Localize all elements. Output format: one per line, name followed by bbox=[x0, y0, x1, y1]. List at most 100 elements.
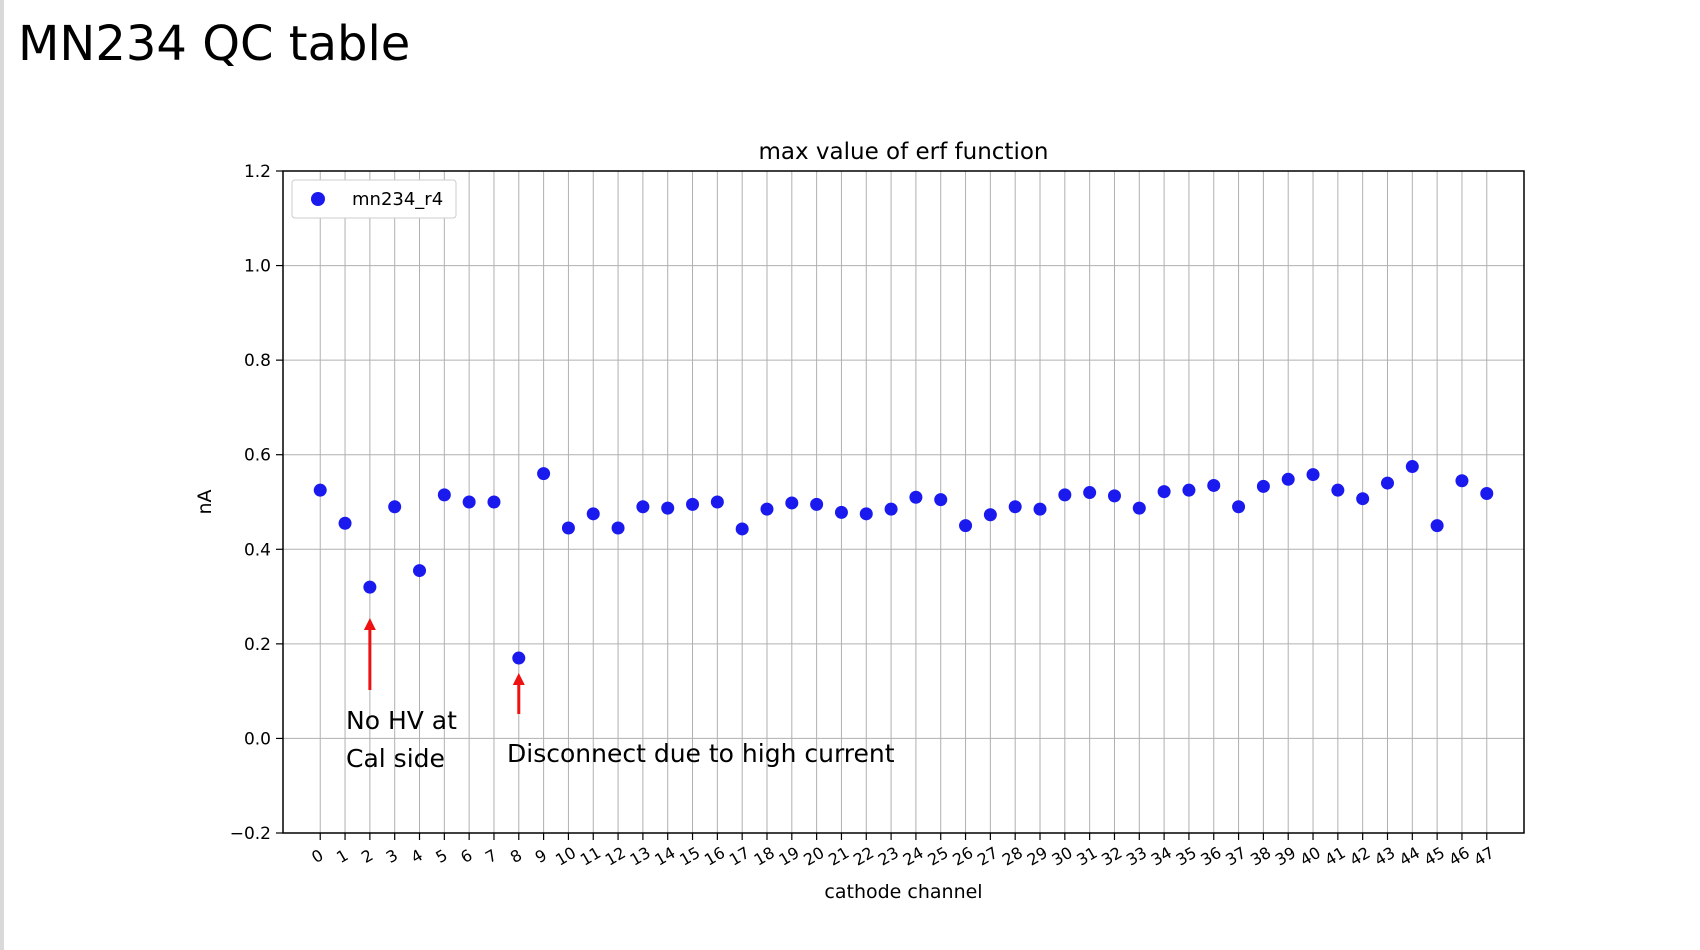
data-point bbox=[760, 502, 774, 516]
slide-left-border bbox=[0, 0, 4, 950]
x-tick-label: 35 bbox=[1173, 843, 1200, 870]
legend-marker bbox=[311, 192, 325, 206]
data-point bbox=[785, 496, 799, 510]
x-tick-label: 40 bbox=[1297, 843, 1324, 870]
x-tick-label: 22 bbox=[850, 843, 877, 870]
data-point bbox=[1207, 478, 1221, 492]
data-point bbox=[1281, 472, 1295, 486]
x-tick-label: 7 bbox=[482, 845, 500, 867]
data-point bbox=[1083, 486, 1097, 500]
x-tick-label: 17 bbox=[726, 843, 753, 870]
x-tick-label: 19 bbox=[775, 843, 802, 870]
data-point bbox=[636, 500, 650, 514]
data-point bbox=[1182, 483, 1196, 497]
y-tick-label: 1.2 bbox=[244, 162, 271, 182]
x-tick-label: 3 bbox=[383, 845, 401, 867]
x-tick-label: 5 bbox=[432, 845, 450, 867]
data-points bbox=[313, 460, 1494, 665]
data-point bbox=[561, 521, 575, 535]
data-point bbox=[1356, 492, 1370, 506]
x-tick-label: 18 bbox=[751, 843, 778, 870]
x-tick-label: 23 bbox=[875, 843, 902, 870]
data-point bbox=[1331, 483, 1345, 497]
data-point bbox=[959, 519, 973, 533]
y-axis-ticks: −0.2 0.0 0.2 0.4 0.6 0.8 1.0 1.2 bbox=[230, 162, 283, 844]
x-tick-label: 10 bbox=[552, 843, 579, 870]
x-tick-label: 44 bbox=[1396, 843, 1423, 870]
x-tick-label: 12 bbox=[602, 843, 629, 870]
x-tick-label: 28 bbox=[999, 843, 1026, 870]
x-tick-label: 0 bbox=[308, 845, 326, 867]
x-tick-label: 33 bbox=[1123, 843, 1150, 870]
y-tick-label: 1.0 bbox=[244, 257, 271, 277]
data-point bbox=[1033, 502, 1047, 516]
data-point bbox=[413, 564, 427, 578]
x-tick-label: 8 bbox=[507, 845, 525, 867]
data-point bbox=[512, 651, 526, 665]
legend-label: mn234_r4 bbox=[352, 189, 443, 210]
x-tick-label: 14 bbox=[651, 843, 678, 870]
x-tick-label: 30 bbox=[1049, 843, 1076, 870]
data-point bbox=[1405, 460, 1419, 474]
data-point bbox=[363, 580, 377, 594]
annotation-no-hv: No HV at Cal side bbox=[346, 702, 457, 778]
x-tick-label: 26 bbox=[949, 843, 976, 870]
x-tick-label: 24 bbox=[900, 843, 927, 870]
x-tick-label: 41 bbox=[1322, 843, 1349, 870]
data-point bbox=[1430, 519, 1444, 533]
data-point bbox=[462, 495, 476, 509]
x-tick-label: 6 bbox=[457, 845, 475, 867]
data-point bbox=[388, 500, 402, 514]
data-point bbox=[1306, 468, 1320, 482]
data-point bbox=[983, 508, 997, 522]
y-tick-label: 0.0 bbox=[244, 729, 271, 749]
y-tick-label: 0.8 bbox=[244, 351, 271, 371]
x-tick-label: 47 bbox=[1470, 843, 1497, 870]
x-tick-label: 13 bbox=[627, 843, 654, 870]
data-point bbox=[1058, 488, 1072, 502]
x-tick-label: 38 bbox=[1247, 843, 1274, 870]
x-tick-label: 2 bbox=[358, 845, 376, 867]
x-tick-label: 4 bbox=[408, 845, 426, 867]
x-tick-label: 15 bbox=[676, 843, 703, 870]
x-tick-label: 46 bbox=[1446, 843, 1473, 870]
x-tick-label: 43 bbox=[1371, 843, 1398, 870]
legend: mn234_r4 bbox=[291, 179, 457, 219]
annotation-arrows bbox=[363, 618, 525, 714]
data-point bbox=[710, 495, 724, 509]
annotation-disconnect: Disconnect due to high current bbox=[507, 739, 895, 768]
data-point bbox=[1480, 486, 1494, 500]
arrow-head bbox=[363, 618, 376, 630]
arrow-head bbox=[512, 673, 525, 685]
data-point bbox=[586, 507, 600, 521]
y-tick-label: 0.6 bbox=[244, 446, 271, 466]
data-point bbox=[884, 502, 898, 516]
data-point bbox=[338, 516, 352, 530]
x-tick-label: 37 bbox=[1222, 843, 1249, 870]
data-point bbox=[859, 507, 873, 521]
x-tick-label: 20 bbox=[800, 843, 827, 870]
x-tick-label: 11 bbox=[577, 843, 604, 870]
data-point bbox=[909, 490, 923, 504]
data-point bbox=[1256, 479, 1270, 493]
data-point bbox=[1107, 489, 1121, 503]
data-point bbox=[661, 501, 675, 515]
x-tick-label: 32 bbox=[1098, 843, 1125, 870]
x-tick-label: 16 bbox=[701, 843, 728, 870]
data-point bbox=[487, 495, 501, 509]
data-point bbox=[1008, 500, 1022, 514]
x-tick-label: 36 bbox=[1197, 843, 1224, 870]
x-tick-label: 29 bbox=[1024, 843, 1051, 870]
slide-title: MN234 QC table bbox=[18, 16, 411, 72]
data-point bbox=[934, 493, 948, 507]
x-tick-label: 27 bbox=[974, 843, 1001, 870]
x-tick-label: 39 bbox=[1272, 843, 1299, 870]
data-point bbox=[1232, 500, 1246, 514]
x-tick-label: 1 bbox=[333, 845, 351, 867]
y-tick-label: −0.2 bbox=[230, 824, 271, 844]
data-point bbox=[537, 467, 551, 481]
data-point bbox=[313, 483, 327, 497]
y-tick-label: 0.2 bbox=[244, 635, 271, 655]
x-axis-label: cathode channel bbox=[824, 881, 982, 903]
